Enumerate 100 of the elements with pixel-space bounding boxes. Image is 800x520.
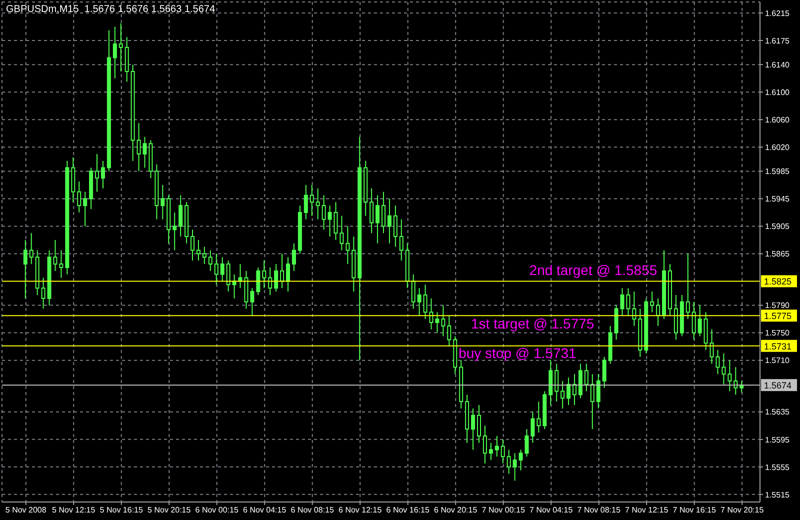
ref-line-label: 1.5674 [764, 380, 792, 391]
candlestick [112, 26, 117, 79]
candlestick [530, 411, 535, 444]
y-tick-label: 1.6060 [765, 115, 790, 124]
chart-title: GBPUSDm,M15 1.5676 1.5676 1.5663 1.5674 [6, 4, 216, 15]
candlestick [500, 438, 505, 464]
candlestick [382, 191, 386, 234]
candlestick [387, 198, 392, 244]
y-tick-label: 1.5750 [765, 328, 790, 338]
candlestick [100, 160, 105, 189]
candlestick [626, 288, 630, 316]
candlestick [95, 153, 100, 192]
candlestick [411, 274, 416, 310]
y-tick-label: 1.5945 [765, 194, 790, 204]
candlestick [590, 374, 594, 430]
y-tick-label: 1.5515 [765, 490, 790, 500]
y-tick-label: 1.5985 [765, 167, 790, 176]
x-tick-label: 7 Nov 12:15 [625, 506, 669, 515]
candlestick [250, 288, 254, 316]
candlestick [23, 239, 28, 299]
candlestick [214, 253, 218, 286]
candlestick [286, 256, 290, 292]
candlestick [494, 435, 499, 458]
ref-line-label: 1.5775 [764, 311, 792, 322]
x-tick-label: 6 Nov 08:15 [290, 506, 334, 515]
candlestick [560, 380, 565, 409]
y-tick-label: 1.5555 [765, 462, 790, 472]
candlestick [476, 404, 481, 444]
candlestick [118, 22, 123, 72]
candlestick [77, 181, 82, 213]
y-tick-label: 1.6020 [765, 142, 790, 152]
x-tick-label: 5 Nov 20:15 [148, 506, 192, 515]
candlestick [196, 239, 200, 262]
candlestick [178, 194, 183, 238]
candlestick [202, 246, 206, 265]
candlestick [226, 260, 230, 292]
candlestick [734, 366, 738, 396]
candlestick [417, 288, 422, 316]
candlestick [29, 232, 34, 265]
x-tick-label: 6 Nov 04:15 [243, 506, 287, 515]
candlestick [506, 449, 511, 474]
candlestick [447, 315, 452, 348]
candlestick [160, 184, 165, 220]
y-tick-label: 1.5595 [765, 435, 790, 444]
y-tick-label: 1.6215 [765, 8, 790, 18]
annotation: buy stop @ 1.5731 [458, 344, 577, 361]
candlestick [304, 184, 308, 220]
candlestick [328, 205, 332, 238]
candlestick [190, 229, 195, 262]
candlestick [596, 374, 600, 409]
candlestick [83, 191, 88, 227]
candlestick [310, 184, 314, 216]
ref-line-label: 1.5731 [764, 341, 792, 352]
y-tick-label: 1.5710 [765, 356, 790, 366]
candlestick [280, 253, 284, 289]
candlestick [512, 452, 517, 482]
candlestick [566, 377, 571, 406]
candlestick [370, 188, 374, 234]
y-tick-label: 1.5905 [765, 222, 790, 232]
candlestick [399, 218, 404, 262]
x-tick-label: 6 Nov 12:15 [338, 506, 382, 515]
candlestick [692, 301, 696, 340]
x-tick-label: 7 Nov 08:15 [577, 506, 621, 515]
y-tick-label: 1.6175 [765, 36, 790, 46]
annotation: 1st target @ 1.5775 [471, 316, 594, 332]
candlestick [172, 212, 177, 251]
candlestick [393, 205, 398, 248]
x-tick-label: 5 Nov 16:15 [100, 506, 144, 515]
candlestick [471, 408, 476, 450]
candlestick [698, 304, 702, 337]
y-tick-label: 1.6100 [765, 88, 790, 97]
candlestick [686, 253, 690, 320]
candlestick [256, 266, 260, 296]
candlestick [136, 122, 141, 172]
candlestick [220, 256, 224, 282]
candlestick [59, 250, 64, 278]
candlestick [572, 374, 576, 406]
candlestick [322, 194, 326, 230]
candlestick [208, 250, 212, 272]
candlestick [722, 352, 726, 385]
x-tick-label: 7 Nov 20:15 [720, 506, 764, 515]
x-tick-label: 5 Nov 2008 [5, 506, 47, 515]
candlestick [656, 298, 660, 326]
candlestick [728, 360, 732, 392]
ref-line-label: 1.5825 [764, 276, 792, 287]
candlestick [292, 242, 296, 272]
candlestick [536, 401, 541, 434]
y-tick-label: 1.5635 [765, 408, 790, 417]
candlestick [602, 356, 606, 388]
candlestick [262, 260, 266, 289]
candlestick [632, 291, 636, 326]
x-tick-label: 6 Nov 20:15 [434, 506, 478, 515]
x-tick-label: 6 Nov 00:15 [195, 506, 239, 515]
candlestick [488, 442, 493, 461]
candlestick [441, 304, 446, 337]
candlestick [650, 291, 654, 313]
candlestick [346, 226, 350, 265]
candlestick [435, 312, 440, 334]
candlestick [376, 194, 380, 244]
x-tick-label: 7 Nov 16:15 [672, 506, 716, 515]
